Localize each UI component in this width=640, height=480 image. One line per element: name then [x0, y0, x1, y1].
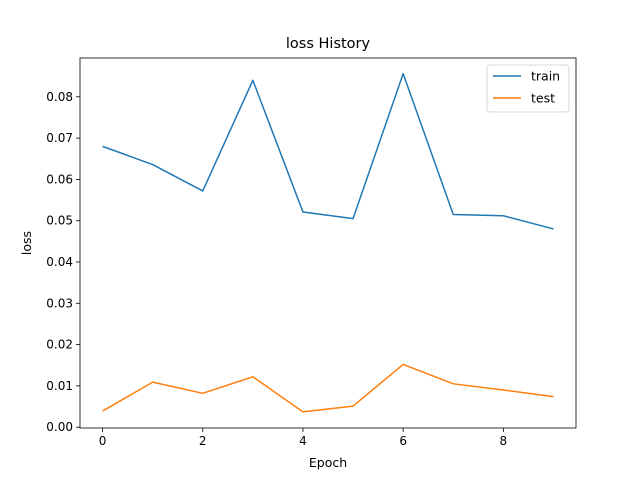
y-tick-label: 0.05 — [46, 214, 73, 228]
plot-area — [79, 57, 577, 429]
x-tick-label: 0 — [99, 434, 107, 448]
legend: train test — [486, 64, 570, 113]
series-layer — [102, 72, 554, 413]
series-line-test — [102, 363, 554, 413]
y-axis-ticks: 0.00 0.01 0.02 0.03 0.04 0.05 0.06 0.07 0.08 — [46, 90, 80, 434]
chart-title: loss History — [286, 36, 371, 52]
x-tick-label: 6 — [399, 434, 407, 448]
y-tick-label: 0.01 — [46, 379, 73, 393]
y-tick-label: 0.04 — [46, 255, 73, 269]
y-tick-label: 0.02 — [46, 338, 73, 352]
legend-label-test: test — [531, 91, 555, 106]
y-tick-label: 0.03 — [46, 296, 73, 310]
x-tick-label: 8 — [500, 434, 508, 448]
plot-frame — [79, 57, 577, 429]
x-tick-label: 2 — [199, 434, 207, 448]
series-line-train — [102, 72, 554, 230]
x-axis-label: Epoch — [309, 455, 347, 470]
x-tick-label: 4 — [299, 434, 307, 448]
y-tick-label: 0.07 — [46, 131, 73, 145]
y-tick-label: 0.08 — [46, 90, 73, 104]
y-tick-label: 0.06 — [46, 172, 73, 186]
y-tick-label: 0.00 — [46, 420, 73, 434]
legend-label-train: train — [531, 69, 560, 84]
x-axis-ticks: 0 2 4 6 8 — [99, 428, 507, 448]
y-axis-label: loss — [19, 231, 34, 255]
